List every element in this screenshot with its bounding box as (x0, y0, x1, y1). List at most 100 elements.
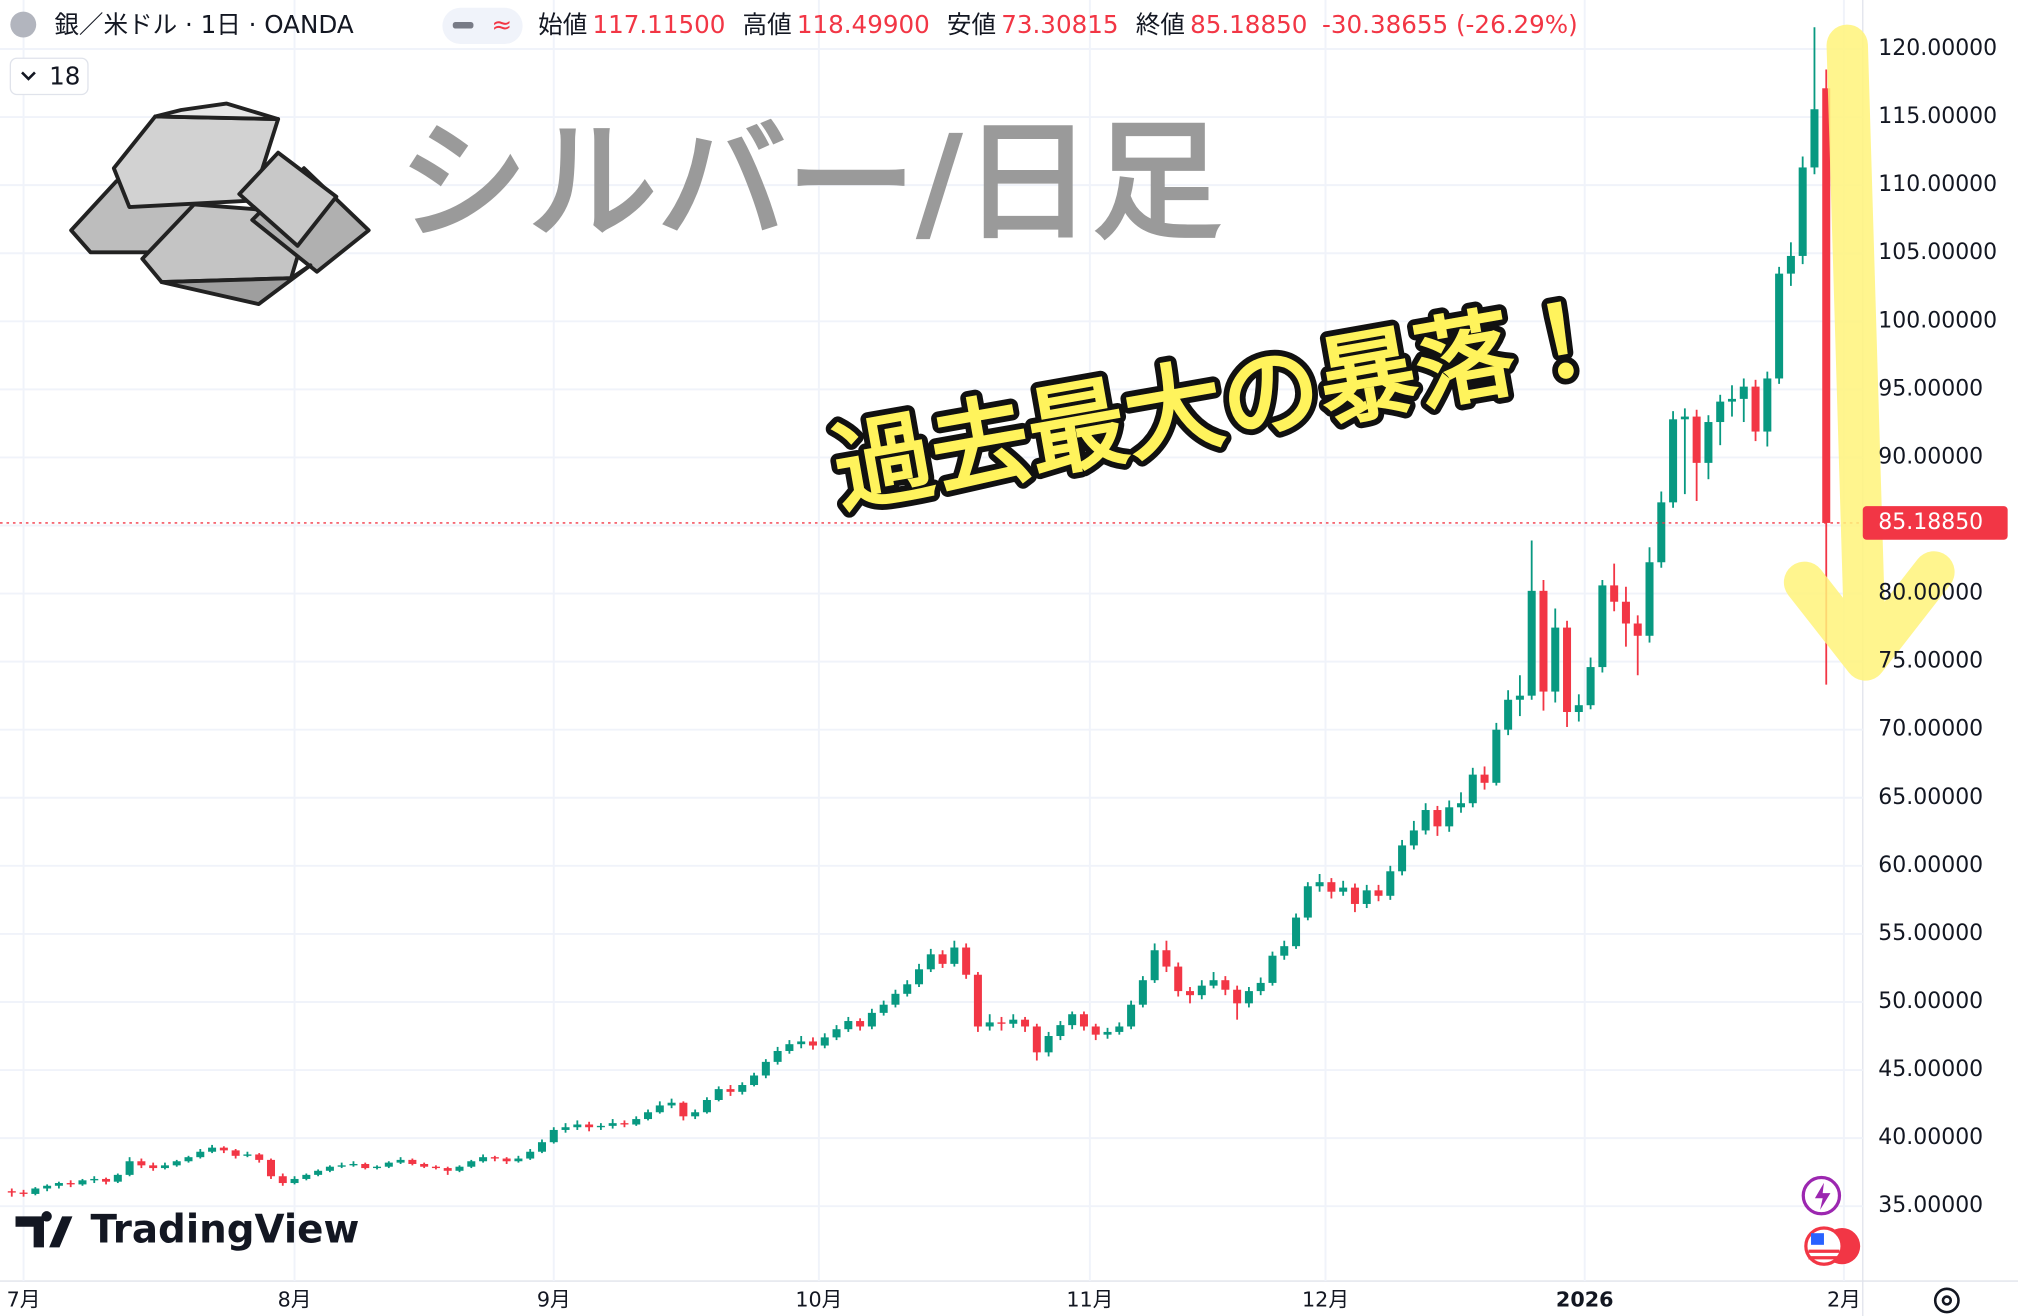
candle-body (1244, 991, 1253, 1004)
candle-body (1032, 1026, 1041, 1053)
candle-body (761, 1061, 770, 1076)
candle-body (102, 1178, 111, 1182)
chevron (21, 71, 36, 81)
candle-body (573, 1124, 582, 1128)
y-tick-label: 95.00000 (1878, 376, 1983, 401)
candle-body (1775, 273, 1784, 379)
candle-body (1657, 502, 1666, 563)
candle-body (1680, 416, 1689, 420)
candle-body (985, 1022, 994, 1027)
candle-body (1704, 422, 1713, 463)
candle-body (1292, 917, 1301, 947)
candle-body (997, 1022, 1006, 1024)
candle-body (361, 1163, 370, 1169)
low-label: 安値 (947, 10, 996, 39)
settings-dot (1941, 1295, 1953, 1306)
indicator-count: 18 (49, 62, 80, 91)
candle-body (1315, 882, 1324, 887)
x-tick-label: 11月 (1066, 1287, 1113, 1311)
low-value: 73.30815 (1001, 10, 1118, 39)
y-tick-label: 40.00000 (1878, 1125, 1983, 1150)
last-price-label: 85.18850 (1878, 510, 1983, 535)
x-tick-label: 8月 (278, 1287, 312, 1311)
candle-body (950, 947, 959, 964)
candle-body (1633, 623, 1642, 636)
high-value: 118.49900 (797, 10, 930, 39)
candle-body (1339, 887, 1348, 892)
indicator-toggle[interactable] (9, 57, 89, 96)
down-arrow (1783, 24, 1955, 681)
candle-body (172, 1161, 181, 1166)
candle-body (219, 1147, 228, 1151)
candle-body (149, 1165, 158, 1169)
candle-body (655, 1105, 664, 1113)
open-value: 117.11500 (592, 10, 725, 39)
candle-body (867, 1012, 876, 1027)
candle-body (549, 1129, 558, 1143)
silver-bars-icon (69, 101, 371, 307)
candle-body (1669, 419, 1678, 503)
candle-body (832, 1029, 841, 1038)
candle-body (856, 1021, 865, 1027)
candle-body (1810, 109, 1819, 168)
candle-body (962, 947, 971, 975)
high-label: 高値 (743, 10, 792, 39)
candle-body (1539, 590, 1548, 692)
candle-body (314, 1170, 323, 1175)
candle-body (714, 1089, 723, 1100)
x-tick-label: 9月 (537, 1287, 571, 1311)
candle-body (19, 1192, 28, 1194)
candle-body (1468, 774, 1477, 804)
candle-body (608, 1123, 617, 1126)
candle-body (1127, 1004, 1136, 1027)
candle-body (1056, 1025, 1065, 1037)
candle-body (1068, 1014, 1077, 1026)
candle-body (691, 1112, 700, 1117)
mode-toggle[interactable] (442, 7, 523, 44)
y-tick-label: 55.00000 (1878, 921, 1983, 946)
candle-body (1739, 386, 1748, 399)
y-tick-label: 100.00000 (1878, 308, 1997, 333)
flag-canton (1811, 1233, 1824, 1245)
candle-body (490, 1157, 499, 1159)
candle-body (1327, 882, 1336, 892)
x-tick-label: 10月 (795, 1287, 842, 1311)
candle-body (1268, 955, 1277, 983)
candle-body (1162, 950, 1171, 967)
candle-body (537, 1142, 546, 1152)
candle-body (679, 1102, 688, 1117)
candle-body (1563, 627, 1572, 713)
candle-body (1822, 88, 1831, 523)
candle-body (973, 974, 982, 1027)
close-value: 85.18850 (1190, 10, 1307, 39)
candle-body (1398, 845, 1407, 872)
candle-body (1751, 386, 1760, 432)
mode-dash (452, 21, 474, 29)
y-tick-label: 70.00000 (1878, 717, 1983, 742)
y-tick-label: 90.00000 (1878, 444, 1983, 469)
candle-body (431, 1166, 440, 1169)
candle-body (1115, 1026, 1124, 1032)
candle-body (620, 1123, 629, 1125)
brand-logo (15, 1211, 73, 1248)
candle-body (1362, 890, 1371, 904)
candle-body (1197, 985, 1206, 996)
candle-body (926, 954, 935, 970)
mode-icon: ≈ (492, 10, 513, 39)
candle-body (596, 1125, 605, 1128)
y-tick-label: 110.00000 (1878, 172, 1997, 197)
y-tick-label: 35.00000 (1878, 1193, 1983, 1218)
candle-body (1621, 601, 1630, 624)
candle-body (479, 1157, 488, 1162)
candle-body (1221, 980, 1230, 990)
candle-body (938, 954, 947, 964)
candle-body (302, 1174, 311, 1179)
candle-body (384, 1162, 393, 1167)
candle-body (1610, 585, 1619, 602)
candle-body (396, 1159, 405, 1163)
settings-icon[interactable] (1933, 1287, 1960, 1314)
candle-body (160, 1165, 169, 1169)
candle-body (1716, 401, 1725, 423)
y-tick-label: 75.00000 (1878, 649, 1983, 674)
